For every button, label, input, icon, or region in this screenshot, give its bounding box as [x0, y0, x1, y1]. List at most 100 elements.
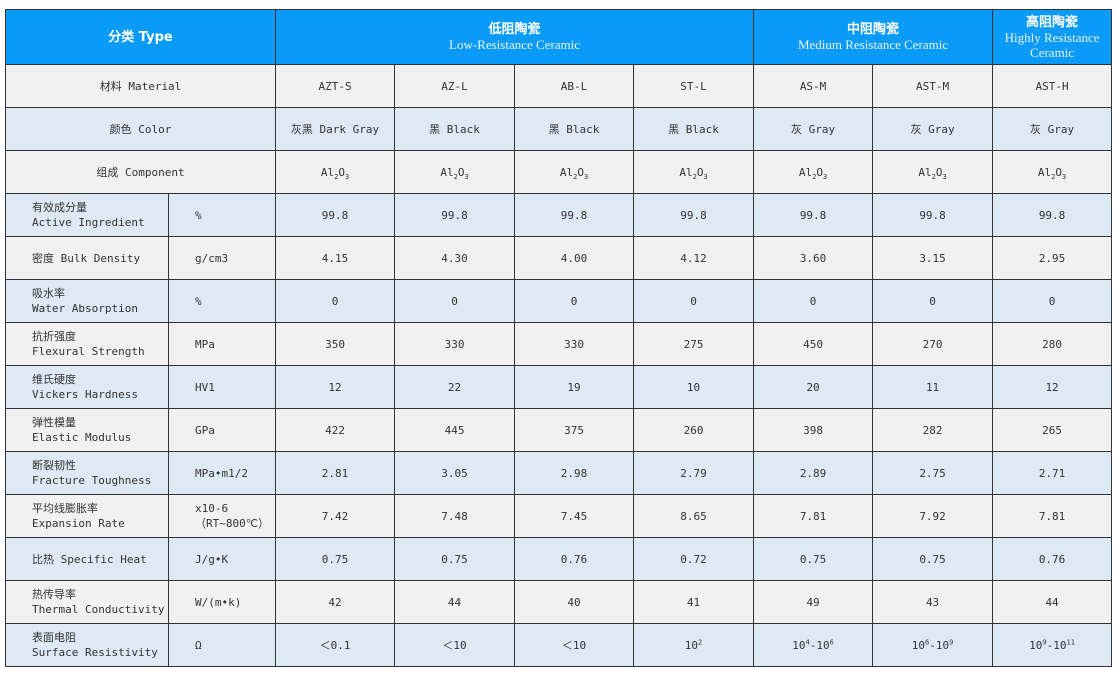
property-name-zh: 弹性模量	[32, 416, 76, 429]
group-zh: 低阻陶瓷	[488, 22, 541, 37]
value-cell: AZT-S	[275, 64, 396, 108]
value-cell: 44	[992, 580, 1113, 624]
property-label: 有效成分量 Active Ingredient	[5, 193, 169, 237]
value-cell: AST-M	[872, 64, 994, 108]
table-row: 吸水率 Water Absorption% 0 0 0 0 0 0 0	[5, 279, 1113, 323]
value-cell: 0.75	[394, 537, 516, 581]
superscript: 4	[805, 637, 810, 646]
property-name-zh: 平均线膨胀率	[32, 502, 98, 515]
value-text: 10	[911, 638, 926, 652]
superscript: 11	[1066, 637, 1075, 646]
value-text: Al	[798, 165, 813, 179]
value-cell: 99.8	[275, 193, 396, 237]
property-name-en: Elastic Modulus	[32, 431, 132, 444]
property-label: 组成 Component	[4, 150, 277, 194]
property-name-en: Surface Resistivity	[32, 646, 158, 659]
value-cell: Al2O3	[872, 150, 994, 194]
value-cell: 0	[992, 279, 1113, 323]
value-cell: 40	[514, 580, 635, 624]
value-text: 10	[684, 638, 699, 652]
value-text: Al	[320, 165, 335, 179]
unit-label: MPa	[195, 337, 215, 351]
property-label: 抗折强度 Flexural Strength	[5, 322, 169, 366]
type-label: 分类 Type	[108, 29, 173, 45]
value-cell: ＜10	[514, 623, 635, 667]
property-name-zh: 吸水率	[32, 287, 65, 300]
unit-cell: %	[167, 193, 277, 237]
subscript: 2	[692, 172, 697, 181]
value-cell: 4.00	[514, 236, 635, 280]
value-cell: AST-H	[992, 64, 1113, 108]
group-zh: 中阻陶瓷	[847, 22, 900, 37]
unit-cell: HV1	[167, 365, 277, 409]
unit-label: %	[195, 208, 202, 222]
value-cell: 22	[394, 365, 516, 409]
value-cell: Al2O3	[275, 150, 396, 194]
value-cell: 445	[394, 408, 516, 452]
property-name-zh: 热传导率	[32, 588, 76, 601]
property-name: 比热 Specific Heat	[32, 552, 147, 566]
value-cell: ＜10	[394, 623, 516, 667]
table-row: 材料 Material AZT-S AZ-L AB-L ST-L AS-M AST-M AST…	[4, 64, 1113, 108]
value-cell: 270	[872, 322, 994, 366]
value-cell: 黑 Black	[394, 107, 516, 151]
value-cell: 11	[872, 365, 994, 409]
property-label: 比热 Specific Heat	[5, 537, 169, 581]
group-zh: 高阻陶瓷	[1026, 14, 1079, 30]
value-cell: 7.92	[872, 494, 994, 538]
value-cell: 0	[753, 279, 874, 323]
value-cell: 106-109	[872, 623, 994, 667]
subscript: 3	[703, 172, 708, 181]
value-cell: 20	[753, 365, 874, 409]
value-cell: Al2O3	[753, 150, 874, 194]
property-label: 颜色 Color	[4, 107, 277, 151]
property-label: 材料 Material	[4, 64, 277, 108]
value-text: -10	[809, 638, 830, 652]
subscript: 3	[942, 172, 947, 181]
unit-label: J/g•K	[195, 552, 229, 566]
value-text: Al	[1037, 165, 1052, 179]
value-cell: 0	[394, 279, 516, 323]
value-cell: 7.45	[514, 494, 635, 538]
value-cell: 灰黑 Dark Gray	[275, 107, 396, 151]
superscript: 6	[829, 637, 834, 646]
property-label: 断裂韧性 Fracture Toughness	[5, 451, 169, 495]
unit-cell: J/g•K	[167, 537, 277, 581]
value-text: -10	[929, 638, 950, 652]
value-cell: 265	[992, 408, 1113, 452]
property-name-en: Thermal Conductivity	[32, 603, 165, 616]
subscript: 2	[453, 172, 458, 181]
unit-cell: GPa	[167, 408, 277, 452]
value-cell: 450	[753, 322, 874, 366]
header-row: 分类 Type 低阻陶瓷 Low-Resistance Ceramic 中阻陶瓷 M…	[4, 9, 1113, 65]
value-cell: 19	[514, 365, 635, 409]
value-text: O	[1055, 165, 1062, 179]
value-cell: 104-106	[753, 623, 874, 667]
value-cell: AZ-L	[394, 64, 516, 108]
unit-label: %	[195, 294, 202, 308]
value-cell: 0.72	[633, 537, 755, 581]
property-label: 吸水率 Water Absorption	[5, 279, 169, 323]
value-cell: 49	[753, 580, 874, 624]
value-text: Al	[440, 165, 454, 179]
ceramic-properties-table: 分类 Type 低阻陶瓷 Low-Resistance Ceramic 中阻陶瓷 M…	[4, 9, 1113, 667]
unit-label: x10-6	[195, 502, 229, 515]
value-cell: 10	[633, 365, 755, 409]
superscript: 9	[1042, 637, 1047, 646]
value-cell: 0	[275, 279, 396, 323]
value-cell: 0.75	[753, 537, 874, 581]
subscript: 3	[823, 172, 828, 181]
table-row: 比热 Specific Heat J/g•K 0.75 0.75 0.76 0.72 0.7…	[5, 537, 1113, 581]
subscript: 3	[583, 172, 589, 181]
value-cell: 375	[514, 408, 635, 452]
group-header-low: 低阻陶瓷 Low-Resistance Ceramic	[275, 9, 755, 65]
subscript: 2	[1051, 172, 1056, 181]
subscript: 2	[334, 172, 339, 181]
table-row: 维氏硬度 Vickers Hardness HV1 12 22 19 10 20 11 12	[5, 365, 1113, 409]
subscript: 2	[931, 172, 936, 181]
property-label: 密度 Bulk Density	[5, 236, 169, 280]
property-name-zh: 断裂韧性	[32, 459, 76, 472]
value-cell: 7.81	[992, 494, 1113, 538]
value-cell: 0.76	[514, 537, 635, 581]
property-name-zh: 抗折强度	[32, 330, 76, 343]
